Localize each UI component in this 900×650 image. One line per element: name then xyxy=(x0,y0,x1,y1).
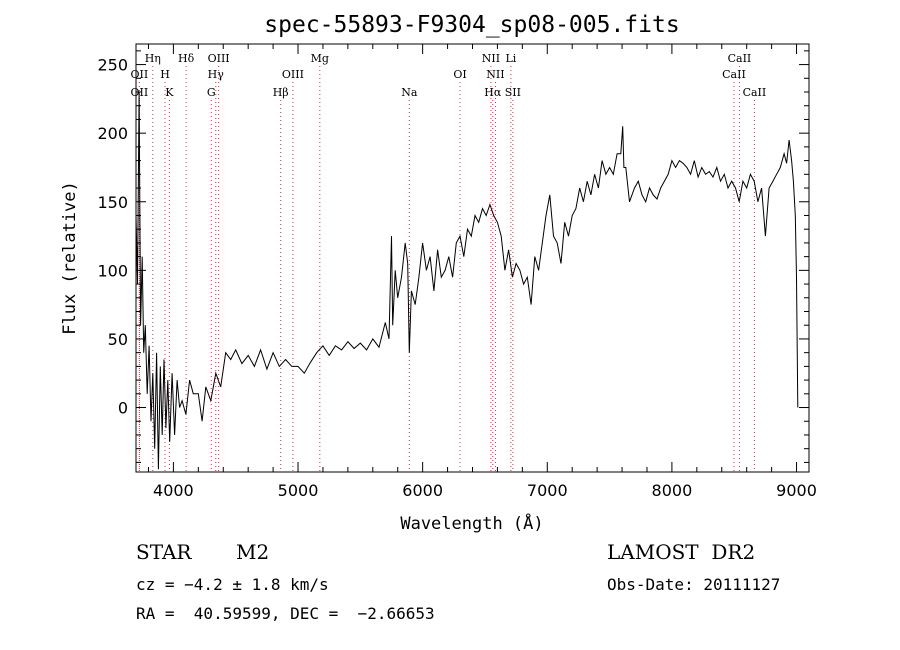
spectral-line-label: NII xyxy=(486,68,504,81)
spectral-line-label: SII xyxy=(505,86,521,99)
y-axis-label: Flux (relative) xyxy=(60,181,80,335)
x-tick-label: 8000 xyxy=(652,481,693,500)
y-tick-label: 0 xyxy=(118,399,128,418)
y-tick-label: 200 xyxy=(97,124,128,143)
survey-name: LAMOST DR2 xyxy=(607,540,756,564)
y-tick-label: 100 xyxy=(97,261,128,280)
spectrum-chart: spec-55893-F9304_sp08-005.fits Hη OII H OII… xyxy=(60,12,817,534)
plot-frame xyxy=(135,43,810,473)
spectral-line-label: OII xyxy=(131,68,149,81)
x-tick-label: 7000 xyxy=(527,481,568,500)
x-tick-label: 4000 xyxy=(153,481,194,500)
spectral-line-label: CaII xyxy=(722,68,746,81)
spectral-line-label: Hα xyxy=(484,86,502,99)
object-subclass: M2 xyxy=(236,540,270,564)
spectral-line-label: CaII xyxy=(743,86,767,99)
spectral-line-label: G xyxy=(207,86,216,99)
spectral-line-label: Mg xyxy=(311,52,329,65)
axis-ticks: 4000 5000 6000 7000 8000 9000 0 50 100 150 200 250 xyxy=(97,44,817,500)
spectrum-series-line xyxy=(135,91,799,470)
coordinates: RA = 40.59599, DEC = −2.66653 xyxy=(136,604,435,623)
spectral-line-label: Na xyxy=(401,86,418,99)
x-tick-label: 5000 xyxy=(278,481,319,500)
chart-title: spec-55893-F9304_sp08-005.fits xyxy=(264,12,679,38)
spectral-line-label: H xyxy=(160,68,170,81)
x-axis-label: Wavelength (Å) xyxy=(400,512,543,534)
x-tick-label: 9000 xyxy=(776,481,817,500)
x-tick-label: 6000 xyxy=(402,481,443,500)
spectral-line-label: NII xyxy=(482,52,500,65)
spectral-line-label: Hη xyxy=(145,52,161,65)
spectral-line-label: Hβ xyxy=(273,86,289,99)
spectral-line-label: Li xyxy=(505,52,516,65)
redshift-value: cz = −4.2 ± 1.8 km/s xyxy=(136,575,329,594)
spectral-line-label: OI xyxy=(453,68,466,81)
spectral-line-label: Hγ xyxy=(208,68,225,81)
y-tick-label: 250 xyxy=(97,56,128,75)
spectral-line-label: K xyxy=(165,86,174,99)
y-tick-label: 50 xyxy=(108,330,128,349)
spectral-line-label: CaII xyxy=(728,52,752,65)
spectral-line-label: OIII xyxy=(282,68,304,81)
spectral-line-label: OIII xyxy=(208,52,230,65)
y-tick-label: 150 xyxy=(97,193,128,212)
spectral-line-label: Hδ xyxy=(178,52,195,65)
object-class: STAR xyxy=(136,540,192,564)
obs-date: Obs-Date: 20111127 xyxy=(607,575,781,594)
